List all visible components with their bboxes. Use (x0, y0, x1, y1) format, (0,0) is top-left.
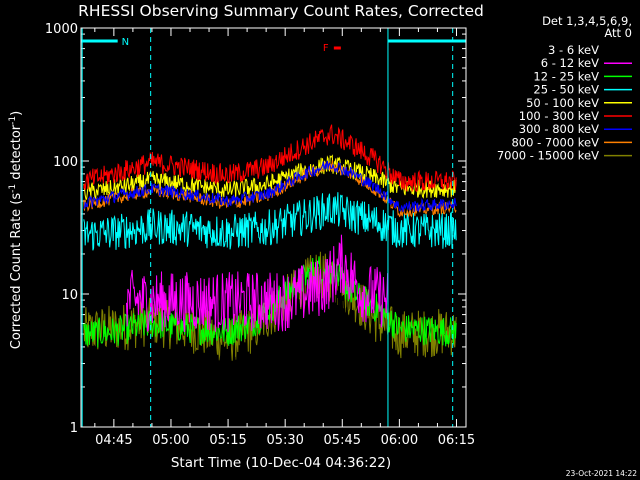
markers: NF (81, 28, 466, 427)
chart-title: RHESSI Observing Summary Count Rates, Co… (78, 2, 484, 20)
x-tick-label: 05:30 (266, 433, 303, 448)
series-6 (83, 160, 457, 212)
legend-label: 800 - 7000 keV (511, 135, 599, 149)
y-tick-label: 100 (53, 155, 78, 170)
x-axis-label: Start Time (10-Dec-04 04:36:22) (171, 455, 391, 471)
series-1 (126, 234, 389, 333)
flare-label: F (323, 43, 329, 54)
x-tick-label: 05:00 (152, 433, 189, 448)
series-line (126, 276, 389, 401)
x-tick-label: 05:15 (209, 433, 246, 448)
plot-frame (80, 27, 467, 428)
series-0 (126, 276, 389, 401)
y-axis-label: Corrected Count Rate (s-1 detector-1) (8, 111, 24, 349)
legend-label: 50 - 100 keV (526, 96, 599, 110)
series-line (83, 192, 457, 251)
legend-label: 7000 - 15000 keV (497, 149, 599, 163)
legend-label: 300 - 800 keV (519, 122, 599, 136)
legend-header: Det 1,3,4,5,6,9,Att 0 (542, 14, 632, 40)
legend-label: 3 - 6 keV (548, 43, 599, 57)
legend-header-line: Det 1,3,4,5,6,9, (542, 14, 632, 28)
y-tick-label: 10 (61, 288, 78, 303)
legend-label: 100 - 300 keV (519, 109, 599, 123)
series-4 (83, 154, 457, 201)
legend-header-line: Att 0 (604, 26, 632, 40)
night-label: N (122, 37, 129, 48)
y-tick-label: 1000 (45, 22, 78, 37)
x-tick-label: 04:45 (95, 433, 132, 448)
legend-label: 25 - 50 keV (533, 83, 599, 97)
series-5 (83, 124, 457, 193)
series-3 (83, 192, 457, 251)
series-2 (83, 256, 457, 348)
series-line (83, 154, 457, 201)
date-stamp: 23-Oct-2021 14:22 (566, 469, 637, 478)
series-line (83, 256, 457, 348)
x-tick-label: 06:00 (381, 433, 418, 448)
series-line (83, 124, 457, 193)
series-line (83, 160, 457, 212)
legend-label: 6 - 12 keV (541, 56, 599, 70)
series-group (83, 124, 457, 401)
series-line (126, 234, 389, 333)
legend-label: 12 - 25 keV (533, 69, 599, 83)
y-tick-label: 1 (70, 421, 78, 436)
x-axis-ticks: 04:45 05:00 05:15 05:30 05:45 06:00 06:15 (94, 28, 475, 448)
x-tick-label: 05:45 (324, 433, 361, 448)
x-tick-label: 06:15 (438, 433, 475, 448)
